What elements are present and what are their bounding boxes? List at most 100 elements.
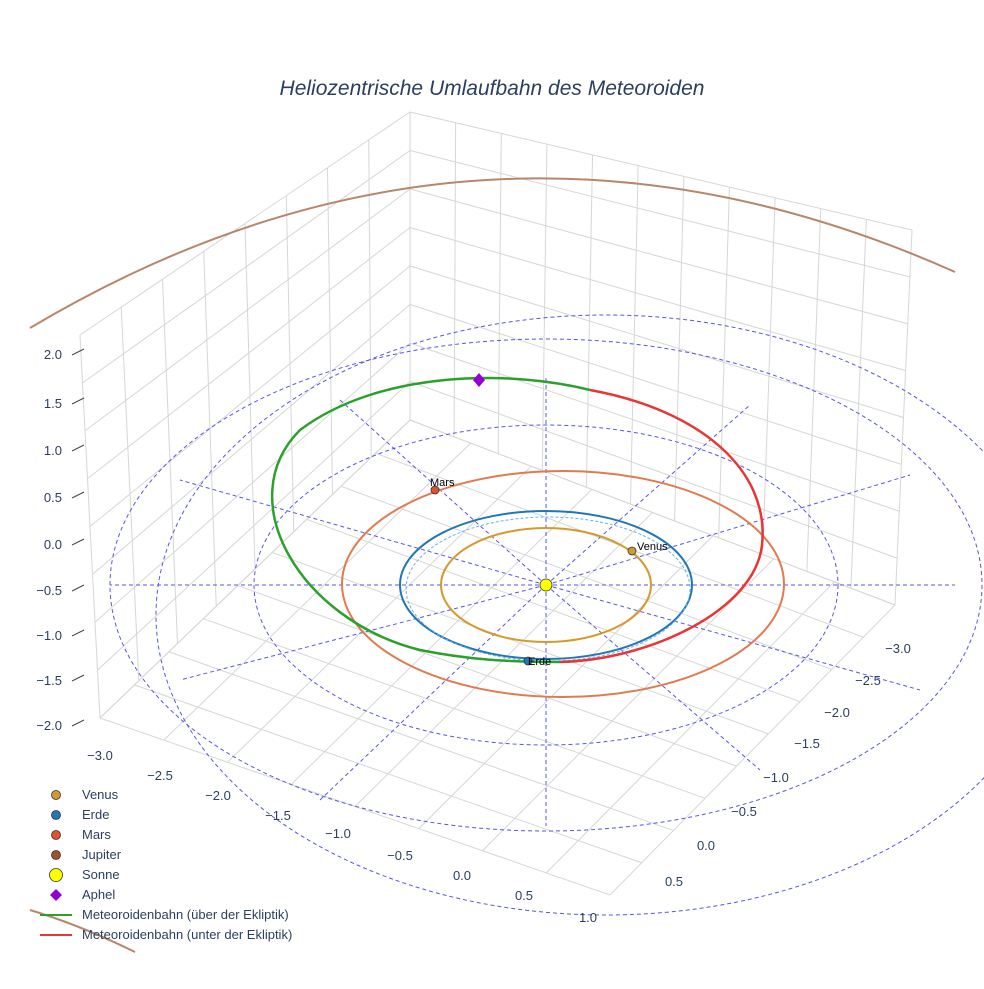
y-tick-label: 0.0 bbox=[697, 838, 715, 853]
legend-label-below: Meteoroidenbahn (unter der Ekliptik) bbox=[82, 927, 292, 942]
legend-swatch-venus bbox=[51, 790, 61, 800]
x-tick-label: 1.0 bbox=[579, 910, 597, 925]
z-tick-label: 1.5 bbox=[44, 396, 62, 411]
grid-line bbox=[409, 304, 902, 465]
x-tick-label: 0.0 bbox=[453, 868, 471, 883]
venus-orbit bbox=[440, 527, 652, 643]
y-tick-label: −2.0 bbox=[824, 705, 850, 720]
legend-label-above: Meteoroidenbahn (über der Ekliptik) bbox=[82, 907, 289, 922]
chart-title: Heliozentrische Umlaufbahn des Meteoroid… bbox=[280, 77, 705, 100]
orbits bbox=[29, 177, 956, 953]
z-tick-label: −2.0 bbox=[36, 718, 62, 733]
reference-spoke bbox=[545, 474, 911, 586]
grid-line bbox=[409, 150, 910, 278]
z-tick bbox=[71, 719, 85, 727]
legend-label-jupiter: Jupiter bbox=[82, 847, 122, 862]
legend-swatch-aphel bbox=[50, 889, 62, 901]
z-tick-label: 1.0 bbox=[44, 443, 62, 458]
reference-spoke bbox=[545, 584, 921, 691]
y-tick-label: −1.0 bbox=[763, 770, 789, 785]
z-tick bbox=[71, 538, 85, 546]
reference-grid bbox=[109, 314, 984, 916]
legend-label-erde: Erde bbox=[82, 807, 109, 822]
grid-line bbox=[409, 111, 913, 231]
z-tick bbox=[71, 397, 85, 405]
mars-marker bbox=[430, 485, 440, 495]
legend-swatch-erde bbox=[51, 810, 61, 820]
x-tick-label: −0.5 bbox=[387, 848, 413, 863]
z-tick bbox=[71, 444, 85, 452]
legend-label-aphel: Aphel bbox=[82, 887, 115, 902]
meteoroid-above bbox=[271, 376, 591, 664]
z-tick bbox=[71, 674, 85, 682]
z-tick-label: 0.0 bbox=[44, 537, 62, 552]
x-tick-label: −1.5 bbox=[265, 808, 291, 823]
erde-marker bbox=[523, 656, 533, 666]
reference-ring bbox=[155, 314, 984, 916]
y-tick-label: −2.5 bbox=[855, 673, 881, 688]
grid-line bbox=[79, 111, 411, 336]
x-tick-label: −2.0 bbox=[205, 788, 231, 803]
point-label-erde: Erde bbox=[528, 656, 551, 668]
grid-line bbox=[87, 227, 411, 480]
grid-line bbox=[545, 581, 835, 874]
y-tick-label: −0.5 bbox=[731, 804, 757, 819]
legend-label-sonne: Sonne bbox=[82, 867, 120, 882]
point-label-mars: Mars bbox=[430, 477, 455, 489]
grid-line bbox=[92, 304, 411, 575]
z-tick bbox=[71, 629, 85, 637]
grid-line bbox=[418, 535, 714, 829]
grid-line bbox=[97, 381, 411, 671]
reference-ring bbox=[253, 424, 839, 746]
z-tick-label: 0.5 bbox=[44, 490, 62, 505]
meteoroid-below bbox=[559, 388, 764, 664]
erde-orbit bbox=[399, 510, 693, 660]
grid-line bbox=[609, 604, 896, 896]
x-tick-label: −2.5 bbox=[147, 768, 173, 783]
legend-swatch-jupiter bbox=[51, 850, 61, 860]
reference-spoke bbox=[179, 479, 547, 586]
grid-line bbox=[227, 465, 532, 763]
venus-marker bbox=[627, 546, 637, 556]
grid-line bbox=[409, 188, 908, 325]
reference-spoke bbox=[319, 584, 547, 801]
reference-ring bbox=[109, 338, 983, 832]
legend-swatch-mars bbox=[51, 830, 61, 840]
y-tick-label: −1.5 bbox=[794, 736, 820, 751]
legend[interactable]: Venus Erde Mars Jupiter Sonne Aphel Meteoroide… bbox=[40, 787, 292, 942]
reference-spoke bbox=[545, 584, 761, 771]
grid-line bbox=[409, 342, 900, 512]
z-tick bbox=[71, 584, 85, 592]
x-tick-label: −3.0 bbox=[87, 748, 113, 763]
tick-labels: 2.0 1.5 1.0 0.5 0.0 −0.5 −1.0 −1.5 −2.0 −3.0 −2.5 −… bbox=[36, 347, 911, 925]
sonne-marker bbox=[539, 578, 553, 592]
grid-line bbox=[84, 188, 411, 432]
z-tick-label: −1.5 bbox=[36, 673, 62, 688]
reference-spoke bbox=[545, 404, 751, 586]
x-tick-label: −1.0 bbox=[325, 826, 351, 841]
grid-line bbox=[94, 342, 411, 623]
legend-label-venus: Venus bbox=[82, 787, 119, 802]
aphel-marker bbox=[473, 373, 485, 387]
grid-line bbox=[482, 558, 775, 852]
grid-line bbox=[409, 265, 904, 418]
z-tick-label: −1.0 bbox=[36, 628, 62, 643]
grid-line bbox=[82, 150, 411, 384]
grid-line bbox=[99, 419, 411, 719]
markers: Mars Venus Erde bbox=[430, 373, 668, 668]
jupiter-orbit-lower bbox=[29, 909, 136, 953]
jupiter-orbit bbox=[29, 177, 956, 329]
z-tick-label: 2.0 bbox=[44, 347, 62, 362]
x-tick-label: 0.5 bbox=[515, 888, 533, 903]
legend-label-mars: Mars bbox=[82, 827, 111, 842]
z-tick bbox=[71, 491, 85, 499]
legend-swatch-sonne bbox=[49, 868, 63, 882]
mars-orbit bbox=[341, 470, 785, 698]
z-tick bbox=[71, 348, 85, 356]
grid-line bbox=[409, 227, 906, 372]
grid-line bbox=[89, 265, 411, 527]
y-tick-label: 0.5 bbox=[665, 874, 683, 889]
z-tick-label: −0.5 bbox=[36, 583, 62, 598]
